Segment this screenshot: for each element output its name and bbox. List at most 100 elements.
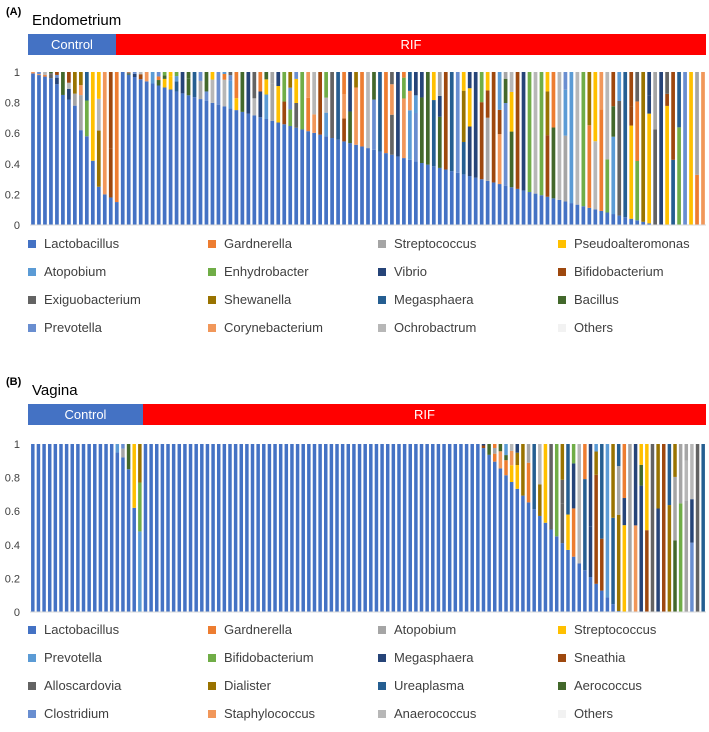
bar-segment-ochrobactrum (576, 72, 580, 205)
bar-segment-bifidobacterium (480, 102, 484, 179)
bar-segment-sneathia (645, 530, 648, 612)
bar-segment-clostridium (121, 444, 124, 449)
bar-segment-shewanella (546, 91, 550, 135)
bar-segment-gardnerella (583, 444, 586, 479)
bar-segment-corynebacterium (498, 134, 502, 184)
legend-item: Others (558, 706, 613, 721)
y-tick-label: 0.6 (5, 506, 20, 518)
bar-segment-bacillus (372, 72, 376, 100)
legend-item: Exiguobacterium (28, 292, 141, 307)
panel-label: (B) (6, 376, 21, 388)
bar-segment-enhydrobacter (163, 72, 167, 75)
bar-segment-vibrio (396, 72, 400, 156)
bar-segment-streptococcus (639, 444, 642, 465)
bar-segment-staphylococcus (634, 525, 637, 612)
legend-item: Staphylococcus (208, 706, 315, 721)
bar-segment-atopobium (617, 72, 621, 101)
bar-segment-lactobacillus (352, 444, 355, 612)
bar-segment-vibrio (133, 74, 137, 77)
bar-segment-lactobacillus (380, 444, 383, 612)
bar-segment-enhydrobacter (582, 72, 586, 206)
bar-segment-bifidobacterium (486, 90, 490, 117)
bar-segment-lactobacillus (172, 444, 175, 612)
legend-label: Atopobium (44, 264, 106, 279)
bar-segment-gardnerella (493, 454, 496, 462)
bar-segment-dialister (594, 452, 597, 475)
legend-item: Shewanella (208, 292, 291, 307)
bar-segment-lactobacillus (402, 158, 406, 225)
bar-segment-lactobacillus (330, 444, 333, 612)
bar-segment-lactobacillus (564, 202, 568, 225)
bar-segment-lactobacillus (330, 138, 334, 225)
bar-segment-bifidobacterium (444, 72, 448, 170)
bar-segment-lactobacillus (31, 444, 34, 612)
bar-segment-lactobacillus (285, 444, 288, 612)
bar-segment-enhydrobacter (175, 72, 179, 76)
bar-segment-lactobacillus (116, 452, 119, 612)
bar-segment-lactobacillus (504, 475, 507, 612)
bar-segment-lactobacillus (583, 570, 586, 612)
bar-segment-lactobacillus (335, 444, 338, 612)
bar-segment-lactobacillus (288, 126, 292, 225)
bar-segment-pseudoalteromonas (629, 126, 633, 219)
legend-item: Gardnerella (208, 236, 292, 251)
bar-segment-lactobacillus (375, 444, 378, 612)
bar-segment-bacillus (61, 72, 65, 95)
bar-segment-atopobium (685, 444, 688, 461)
bar-segment-lactobacillus (301, 444, 304, 612)
bar-segment-gardnerella (695, 175, 699, 225)
bar-segment-lactobacillus (397, 444, 400, 612)
bar-segment-lactobacillus (470, 444, 473, 612)
legend-swatch (28, 268, 36, 276)
bar-segment-lactobacillus (493, 462, 496, 612)
bar-segment-lactobacillus (223, 106, 227, 225)
bar-segment-lactobacillus (87, 444, 90, 612)
bar-segment-corynebacterium (37, 74, 41, 75)
bar-segment-lactobacillus (37, 444, 40, 612)
bar-segment-lactobacillus (354, 145, 358, 225)
legend-label: Others (574, 706, 613, 721)
legend-swatch (558, 324, 566, 332)
legend-label: Megasphaera (394, 292, 474, 307)
bar-segment-streptococcus (438, 72, 442, 96)
y-tick-label: 0.4 (5, 540, 20, 552)
bar-segment-pseudoalteromonas (593, 72, 597, 141)
bar-segment-bifidobacterium (138, 483, 141, 532)
bar-segment-lactobacillus (110, 444, 113, 612)
bar-segment-lactobacillus (459, 444, 462, 612)
y-tick-label: 1 (14, 67, 20, 79)
bar-segment-ochrobactrum (324, 98, 328, 113)
bar-segment-prevotella (55, 75, 59, 78)
bar-segment-aerococcus (487, 444, 490, 455)
bar-segment-prevotella (564, 72, 568, 90)
bar-segment-staphylococcus (499, 451, 502, 468)
bar-segment-megasphaera (623, 498, 626, 525)
bar-segment-alloscardovia (696, 444, 699, 612)
bar-segment-prevotella (37, 72, 41, 74)
bar-segment-megasphaera (516, 444, 519, 453)
bar-segment-lactobacillus (318, 135, 322, 225)
bar-segment-vibrio (258, 92, 262, 118)
bar-segment-bacillus (264, 72, 268, 79)
bar-segment-bacillus (420, 97, 424, 163)
bar-segment-gardnerella (306, 98, 310, 131)
bar-segment-lactobacillus (240, 444, 243, 612)
legend-label: Alloscardovia (44, 678, 121, 693)
bar-segment-lactobacillus (121, 457, 124, 612)
bar-segment-shewanella (354, 72, 358, 87)
bar-segment-lactobacillus (474, 178, 478, 225)
bar-segment-lactobacillus (307, 444, 310, 612)
bar-segment-enhydrobacter (85, 101, 89, 137)
bar-segment-megasphaera (634, 444, 637, 525)
legend-swatch (378, 682, 386, 690)
bar-segment-lactobacillus (166, 444, 169, 612)
bar-segment-gardnerella (258, 72, 262, 92)
bar-segment-lactobacillus (623, 217, 627, 225)
chart-title: Vagina (32, 382, 78, 399)
bar-segment-lactobacillus (448, 444, 451, 612)
legend-swatch (378, 296, 386, 304)
bar-segment-lactobacillus (432, 166, 436, 225)
bar-segment-megasphaera (85, 72, 89, 101)
bar-segment-megasphaera (677, 72, 681, 127)
